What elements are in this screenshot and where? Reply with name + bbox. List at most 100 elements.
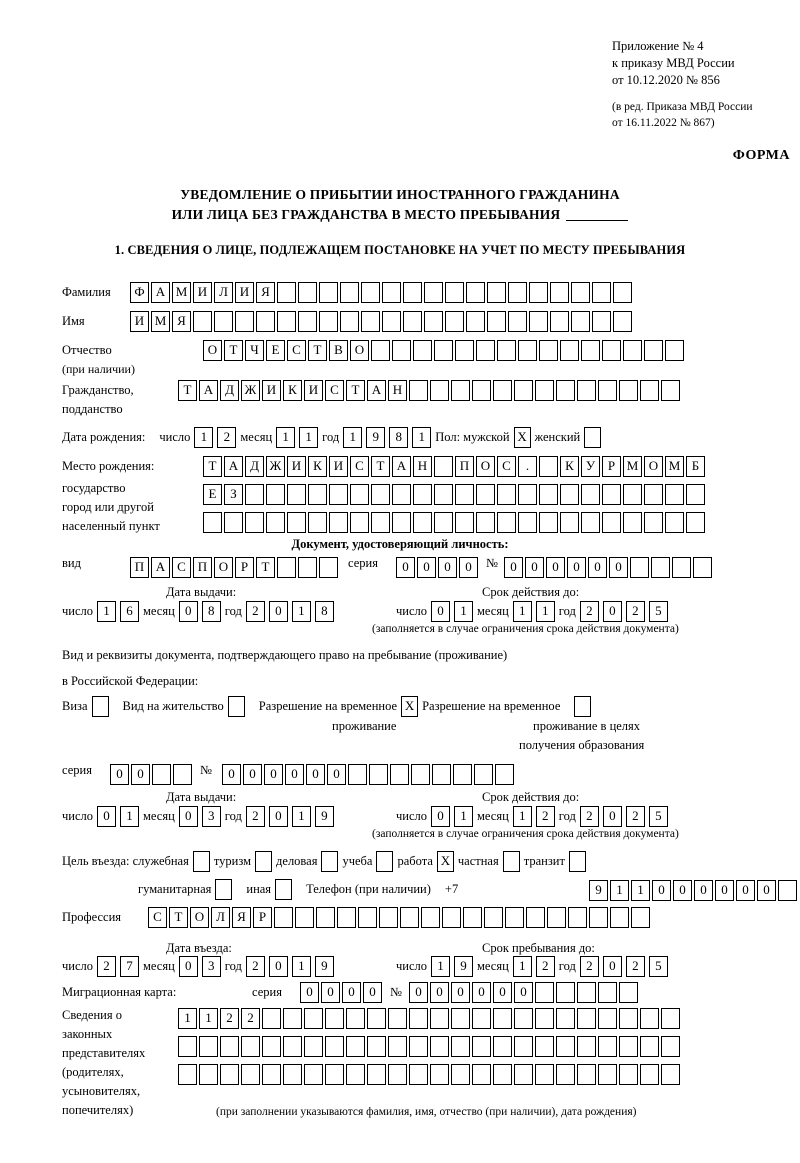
- birthplace-r2-cell-14[interactable]: [476, 484, 495, 505]
- phone-cell-1[interactable]: 9: [589, 880, 608, 901]
- legal-r2-cell-24[interactable]: [661, 1036, 680, 1057]
- doc-number-cell-6[interactable]: 0: [609, 557, 628, 578]
- purpose-transit-checkbox[interactable]: [568, 851, 586, 872]
- phone-cell-5[interactable]: 0: [673, 880, 692, 901]
- surname-cell-6[interactable]: И: [235, 282, 254, 303]
- surname-cell-1[interactable]: Ф: [130, 282, 149, 303]
- legal-r2-cell-20[interactable]: [577, 1036, 596, 1057]
- birthplace-r1-cell-12[interactable]: [434, 456, 453, 477]
- permit-valid-day-d1[interactable]: 0: [431, 806, 451, 827]
- doc-valid-month-d2[interactable]: 1: [535, 601, 555, 622]
- purpose-private-checkbox[interactable]: [502, 851, 520, 872]
- legal-r1-cell-17[interactable]: [514, 1008, 533, 1029]
- birthplace-r2-cell-24[interactable]: [686, 484, 705, 505]
- birthplace-r2-cell-11[interactable]: [413, 484, 432, 505]
- doc-valid-month-d1[interactable]: 1: [512, 601, 532, 622]
- permit-number-cell-5[interactable]: 0: [306, 764, 325, 785]
- legal-r1-cell-14[interactable]: [451, 1008, 470, 1029]
- birthplace-r1-cell-5[interactable]: И: [287, 456, 306, 477]
- legal-r2-cell-22[interactable]: [619, 1036, 638, 1057]
- birthplace-r2-cell-19[interactable]: [581, 484, 600, 505]
- phone-cell-10[interactable]: [778, 880, 797, 901]
- citizenship-cell-15[interactable]: [472, 380, 491, 401]
- permit-issue-day-d1[interactable]: 0: [97, 806, 117, 827]
- firstname-cell-3[interactable]: Я: [172, 311, 191, 332]
- stay-year-d4[interactable]: 5: [648, 956, 668, 977]
- doc-kind-cell-4[interactable]: П: [193, 557, 212, 578]
- birthplace-r3-cell-3[interactable]: [245, 512, 264, 533]
- permit-valid-year-d3[interactable]: 2: [625, 806, 645, 827]
- legal-r1-cell-10[interactable]: [367, 1008, 386, 1029]
- legal-r3-cell-21[interactable]: [598, 1064, 617, 1085]
- firstname-cell-5[interactable]: [214, 311, 233, 332]
- patronymic-cell-21[interactable]: [623, 340, 642, 361]
- birthplace-r2-cell-16[interactable]: [518, 484, 537, 505]
- legal-r1-cell-16[interactable]: [493, 1008, 512, 1029]
- legal-r2-cell-18[interactable]: [535, 1036, 554, 1057]
- profession-cell-7[interactable]: [274, 907, 293, 928]
- legal-r3-cell-16[interactable]: [493, 1064, 512, 1085]
- citizenship-cell-17[interactable]: [514, 380, 533, 401]
- purpose-tourism-checkbox[interactable]: [255, 851, 273, 872]
- patronymic-cell-14[interactable]: [476, 340, 495, 361]
- citizenship-cell-4[interactable]: Ж: [241, 380, 260, 401]
- permit-issue-day-d2[interactable]: 1: [120, 806, 140, 827]
- legal-r3-cell-12[interactable]: [409, 1064, 428, 1085]
- birth-year-d2[interactable]: 9: [366, 427, 386, 448]
- birthplace-r3-cell-15[interactable]: [497, 512, 516, 533]
- legal-r3-cell-19[interactable]: [556, 1064, 575, 1085]
- entry-year-d2[interactable]: 0: [268, 956, 288, 977]
- legal-r2-cell-13[interactable]: [430, 1036, 449, 1057]
- birthplace-r2-cell-15[interactable]: [497, 484, 516, 505]
- birthplace-r2-cell-18[interactable]: [560, 484, 579, 505]
- entry-day-d1[interactable]: 2: [97, 956, 117, 977]
- patronymic-cell-13[interactable]: [455, 340, 474, 361]
- legal-r3-cell-7[interactable]: [304, 1064, 323, 1085]
- legal-r2-cell-2[interactable]: [199, 1036, 218, 1057]
- birthplace-r2-cell-2[interactable]: З: [224, 484, 243, 505]
- birth-year-d3[interactable]: 8: [389, 427, 409, 448]
- permit-valid-year-d2[interactable]: 0: [602, 806, 622, 827]
- birthplace-r1-cell-21[interactable]: М: [623, 456, 642, 477]
- citizenship-cell-22[interactable]: [619, 380, 638, 401]
- firstname-cell-8[interactable]: [277, 311, 296, 332]
- birth-day-d2[interactable]: 2: [217, 427, 237, 448]
- stay-year-d2[interactable]: 0: [602, 956, 622, 977]
- surname-cell-5[interactable]: Л: [214, 282, 233, 303]
- doc-kind-cell-7[interactable]: Т: [256, 557, 275, 578]
- patronymic-cell-7[interactable]: В: [329, 340, 348, 361]
- birthplace-r3-cell-11[interactable]: [413, 512, 432, 533]
- birth-day-d1[interactable]: 1: [194, 427, 214, 448]
- patronymic-cell-8[interactable]: О: [350, 340, 369, 361]
- firstname-cell-15[interactable]: [424, 311, 443, 332]
- sex-female-checkbox[interactable]: [584, 427, 602, 448]
- stay-year-d3[interactable]: 2: [625, 956, 645, 977]
- doc-series-cell-4[interactable]: 0: [459, 557, 478, 578]
- firstname-cell-12[interactable]: [361, 311, 380, 332]
- mcard-number-cell-3[interactable]: 0: [451, 982, 470, 1003]
- permit-issue-month-d1[interactable]: 0: [178, 806, 198, 827]
- firstname-cell-6[interactable]: [235, 311, 254, 332]
- surname-cell-10[interactable]: [319, 282, 338, 303]
- birthplace-r3-cell-12[interactable]: [434, 512, 453, 533]
- patronymic-cell-15[interactable]: [497, 340, 516, 361]
- profession-cell-1[interactable]: С: [148, 907, 167, 928]
- legal-r3-cell-5[interactable]: [262, 1064, 281, 1085]
- birthplace-r2-cell-8[interactable]: [350, 484, 369, 505]
- permit-issue-year-d1[interactable]: 2: [245, 806, 265, 827]
- citizenship-cell-16[interactable]: [493, 380, 512, 401]
- permit-number-cell-10[interactable]: [411, 764, 430, 785]
- phone-cell-9[interactable]: 0: [757, 880, 776, 901]
- profession-cell-15[interactable]: [442, 907, 461, 928]
- legal-r2-cell-16[interactable]: [493, 1036, 512, 1057]
- surname-cell-13[interactable]: [382, 282, 401, 303]
- entry-day-d2[interactable]: 7: [120, 956, 140, 977]
- permit-valid-month-d1[interactable]: 1: [512, 806, 532, 827]
- doc-kind-cell-5[interactable]: О: [214, 557, 233, 578]
- firstname-cell-1[interactable]: И: [130, 311, 149, 332]
- citizenship-cell-3[interactable]: Д: [220, 380, 239, 401]
